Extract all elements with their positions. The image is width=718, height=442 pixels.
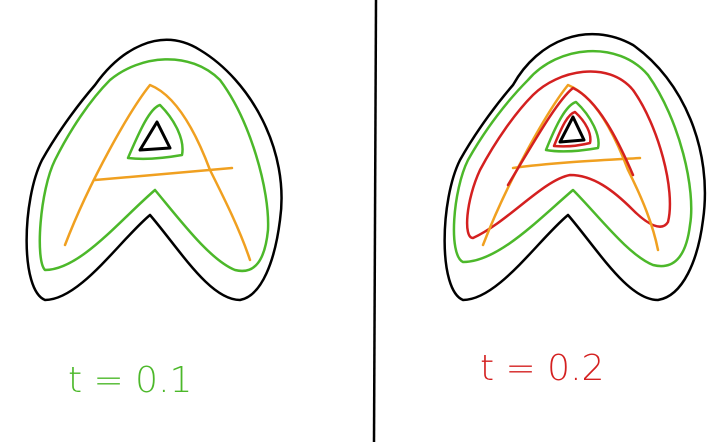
green-contour [38,58,270,273]
outer-contour [25,38,283,302]
divider [372,0,378,442]
inner-hole [558,115,586,144]
orange-crossbar [511,156,642,170]
orange-crossbar [93,166,234,182]
green-contour [452,49,693,268]
left-panel: t = 0.1 [25,38,283,401]
label: t = 0.2 [480,348,604,389]
red-inner-contour [506,86,635,187]
green-inner [126,103,184,161]
inner-hole [138,120,172,152]
outer-contour [443,32,707,302]
red-inner [552,110,592,148]
right-panel [443,32,707,302]
label: t = 0.1 [68,360,192,401]
orange-letter [63,83,252,262]
green-inner [544,100,600,153]
red-contour [465,70,672,240]
